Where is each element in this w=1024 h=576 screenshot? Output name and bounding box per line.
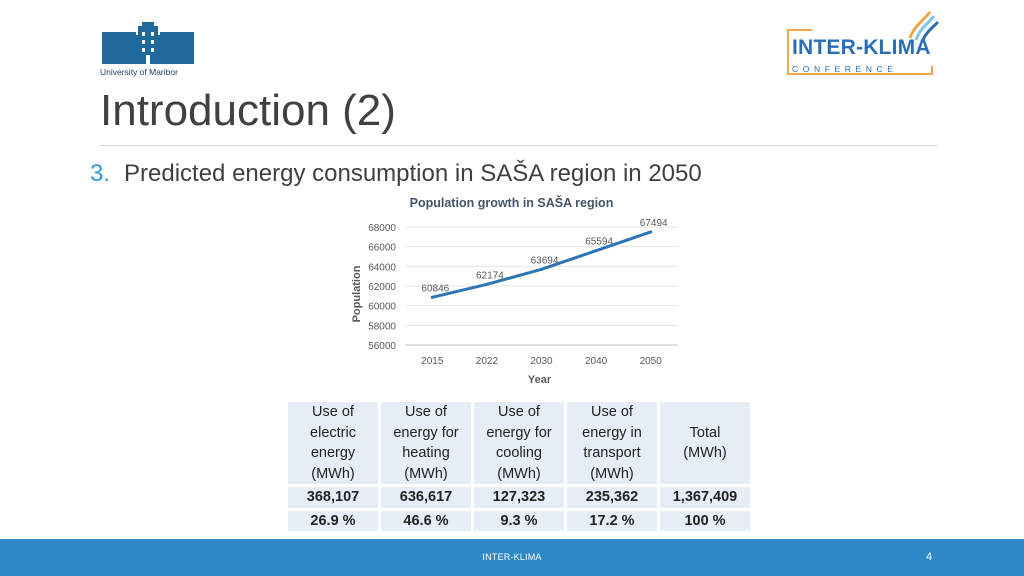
data-label: 67494 bbox=[640, 218, 668, 229]
y-tick-label: 68000 bbox=[368, 223, 396, 234]
value-electric: 368,107 bbox=[288, 487, 378, 508]
university-building-icon bbox=[102, 22, 194, 64]
chart-title: Population growth in SAŠA region bbox=[410, 195, 614, 210]
energy-table: Use of electric energy (MWh) Use of energy f… bbox=[285, 399, 753, 534]
table-header-row: Use of electric energy (MWh) Use of energy f… bbox=[288, 402, 750, 484]
university-logo: University of Maribor bbox=[100, 22, 196, 80]
value-transport: 235,362 bbox=[567, 487, 657, 508]
share-cooling: 9.3 % bbox=[474, 510, 564, 531]
value-cooling: 127,323 bbox=[474, 487, 564, 508]
conference-logo: INTER-KLIMA CONFERENCE bbox=[782, 8, 942, 78]
university-name: University of Maribor bbox=[100, 67, 178, 77]
value-heating: 636,617 bbox=[381, 487, 471, 508]
data-label: 63694 bbox=[531, 255, 559, 266]
conference-title: INTER-KLIMA bbox=[792, 36, 931, 59]
population-chart: Population growth in SAŠA region 56000 580… bbox=[340, 190, 700, 390]
share-total: 100 % bbox=[660, 510, 750, 531]
y-tick-label: 64000 bbox=[368, 262, 396, 273]
header-cooling: Use of energy for cooling (MWh) bbox=[474, 402, 564, 484]
data-point bbox=[540, 267, 543, 271]
bullet-point: 3. Predicted energy consumption in SAŠA r… bbox=[90, 160, 702, 188]
y-tick-label: 56000 bbox=[368, 341, 396, 352]
share-electric: 26.9 % bbox=[288, 510, 378, 531]
page-title: Introduction (2) bbox=[100, 86, 396, 135]
page-number: 4 bbox=[926, 551, 933, 563]
y-tick-label: 58000 bbox=[368, 321, 396, 332]
x-tick-label: 2050 bbox=[640, 356, 663, 367]
value-total: 1,367,409 bbox=[660, 487, 750, 508]
share-transport: 17.2 % bbox=[567, 510, 657, 531]
y-tick-label: 66000 bbox=[368, 243, 396, 254]
conference-subtitle: CONFERENCE bbox=[792, 64, 898, 74]
data-point bbox=[594, 249, 598, 253]
table-row: 26.9 % 46.6 % 9.3 % 17.2 % 100 % bbox=[288, 510, 750, 531]
population-chart-svg: Population growth in SAŠA region 56000 580… bbox=[351, 195, 678, 386]
data-point bbox=[485, 282, 489, 286]
data-label: 62174 bbox=[476, 270, 504, 281]
conference-frame-icon bbox=[787, 11, 940, 75]
x-tick-label: 2022 bbox=[476, 356, 499, 367]
footer-text: INTER-KLIMA bbox=[482, 552, 542, 562]
header-electric: Use of electric energy (MWh) bbox=[288, 402, 378, 484]
share-heating: 46.6 % bbox=[381, 510, 471, 531]
data-point bbox=[430, 295, 434, 299]
y-tick-label: 60000 bbox=[368, 302, 396, 313]
header-transport: Use of energy in transport (MWh) bbox=[567, 402, 657, 484]
data-label: 60846 bbox=[421, 283, 449, 294]
title-divider bbox=[100, 145, 938, 146]
bullet-text: Predicted energy consumption in SAŠA reg… bbox=[124, 160, 702, 187]
header-heating: Use of energy for heating (MWh) bbox=[381, 402, 471, 484]
x-axis-title: Year bbox=[528, 374, 552, 386]
footer-bar: INTER-KLIMA 4 bbox=[0, 539, 1024, 576]
x-tick-label: 2040 bbox=[585, 356, 608, 367]
data-label: 65594 bbox=[585, 237, 613, 248]
data-point bbox=[649, 230, 653, 234]
table-row: 368,107 636,617 127,323 235,362 1,367,40… bbox=[288, 487, 750, 508]
x-tick-label: 2030 bbox=[530, 356, 553, 367]
x-tick-label: 2015 bbox=[421, 356, 444, 367]
y-tick-label: 62000 bbox=[368, 282, 396, 293]
bullet-number: 3. bbox=[90, 160, 111, 187]
header-total: Total (MWh) bbox=[660, 402, 750, 484]
y-axis-title: Population bbox=[351, 265, 363, 322]
